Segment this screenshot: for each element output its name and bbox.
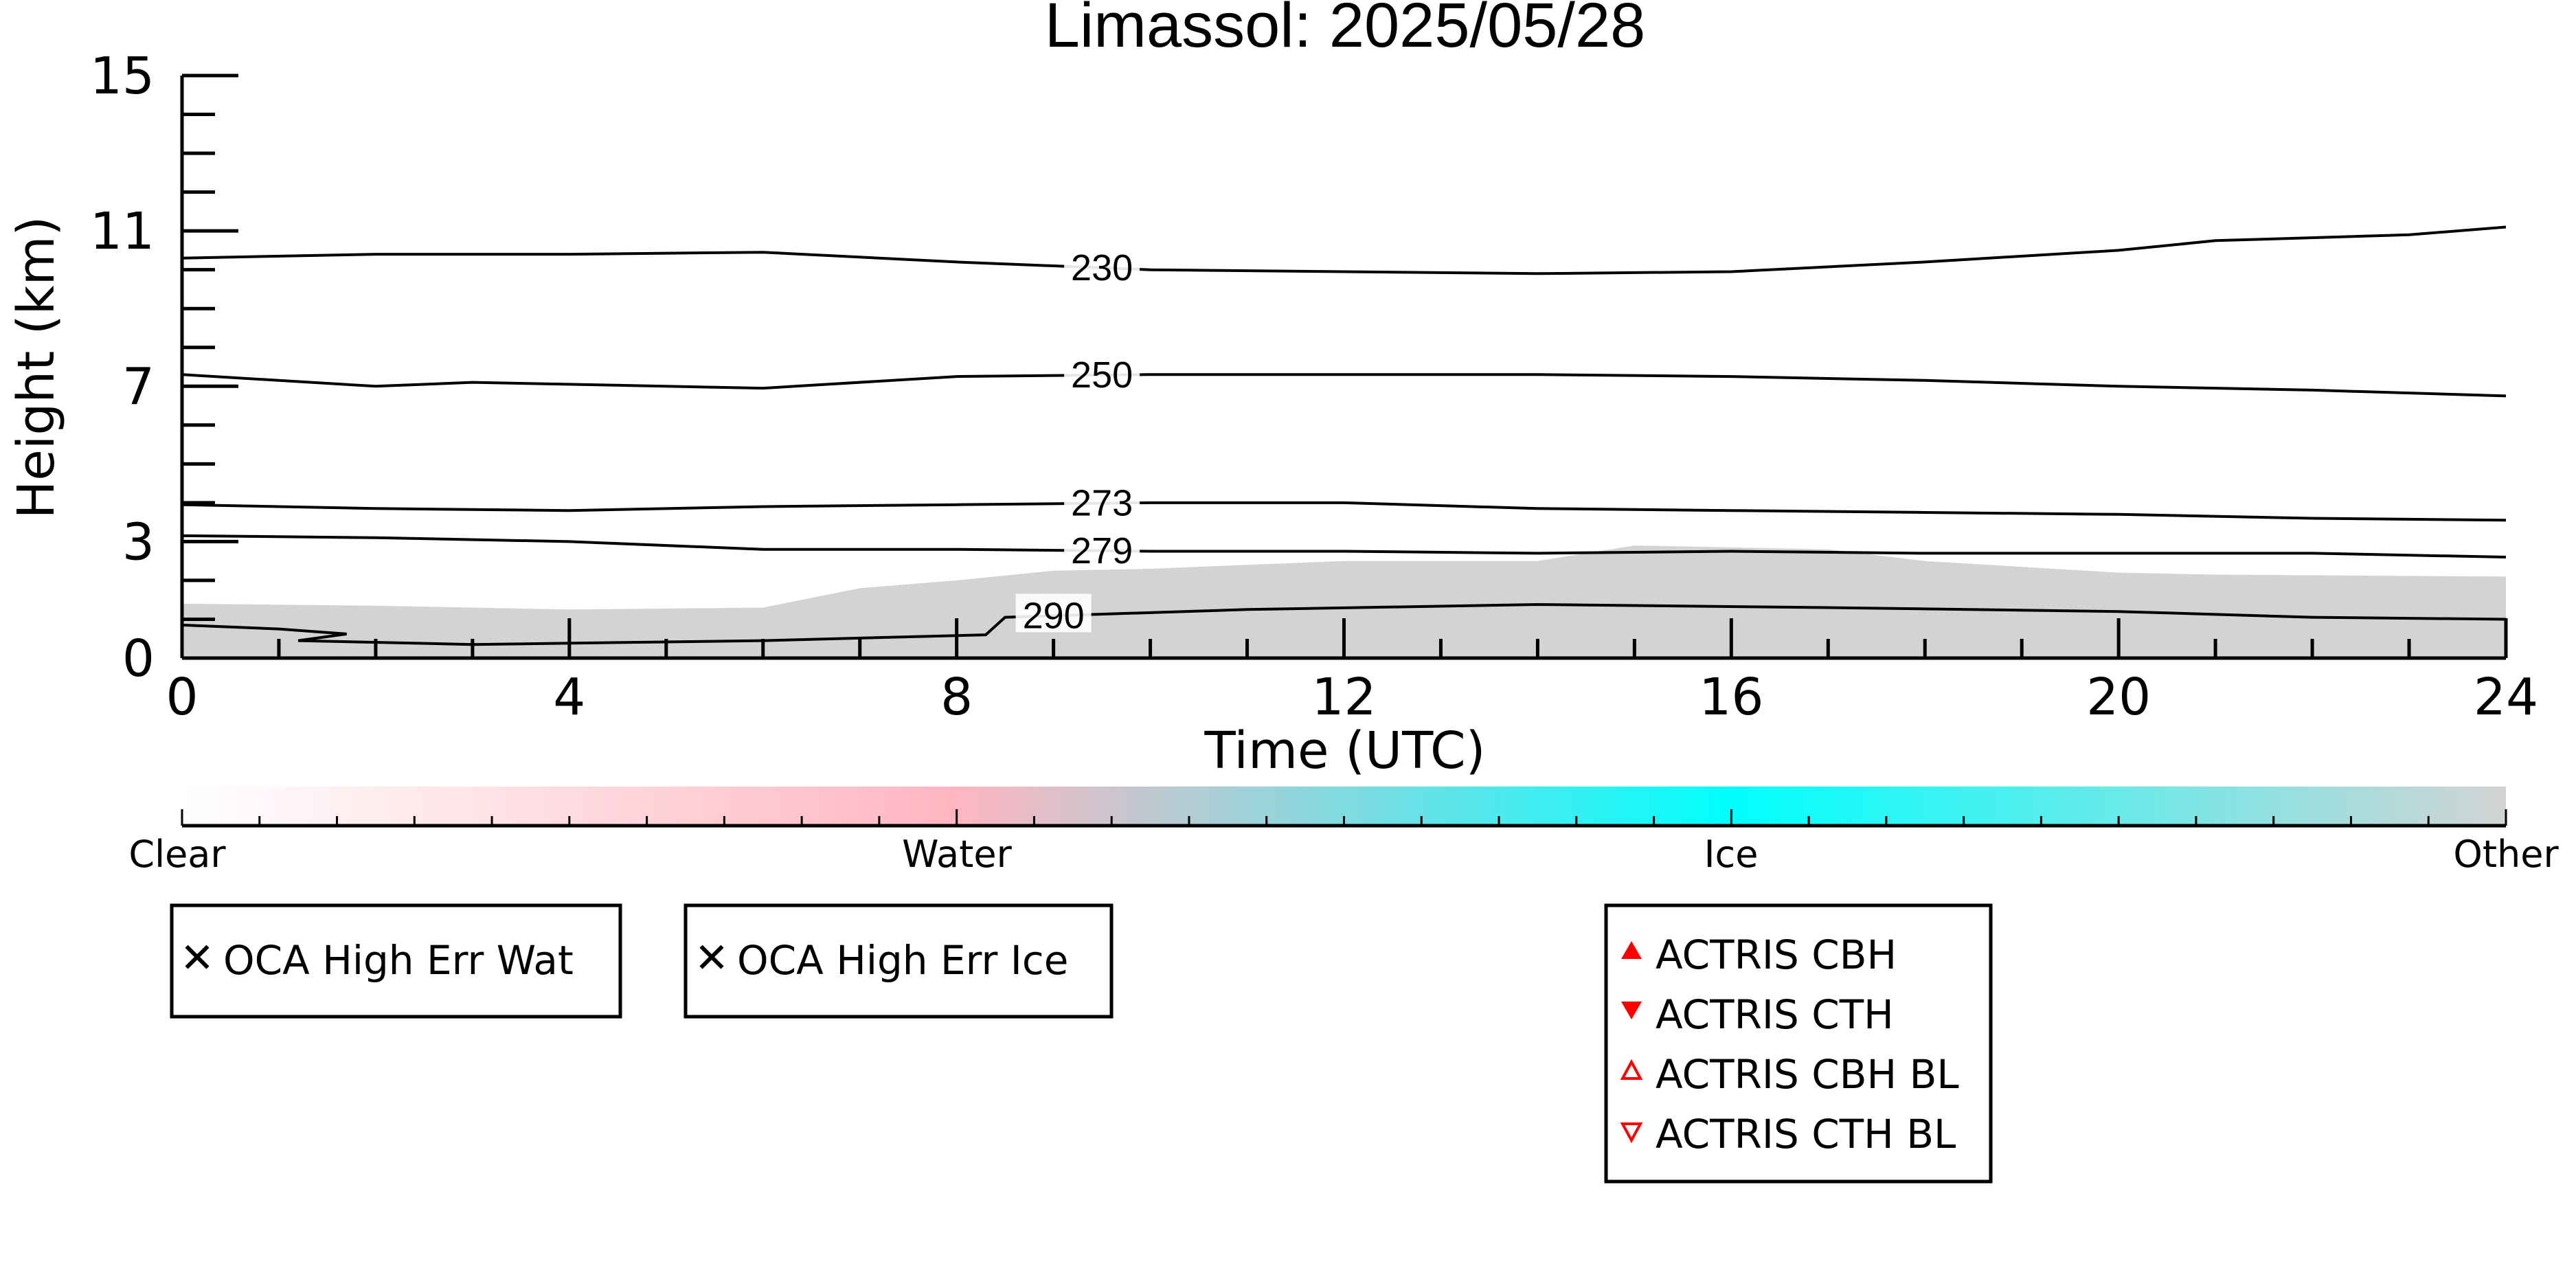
legend-label: ACTRIS CBH BL xyxy=(1656,1051,1959,1098)
contour-label-bg xyxy=(1015,594,1092,633)
contour-label-230: 230 xyxy=(1071,247,1133,289)
triangle-up-filled-icon xyxy=(1621,941,1642,959)
x-tick-label: 12 xyxy=(1311,668,1376,727)
x-axis-label: Time (UTC) xyxy=(1204,721,1485,780)
colorbar-label-ice: Ice xyxy=(1704,833,1759,876)
x-tick-label: 16 xyxy=(1699,668,1763,727)
y-axis-label: Height (km) xyxy=(7,216,66,519)
contour-label-250: 250 xyxy=(1071,354,1133,396)
axes: 0 3 7 11 15 0 4 8 12 16 20 24 xyxy=(90,47,2538,727)
blue-x-icon: ✕ xyxy=(694,934,729,982)
cloud-mask-area xyxy=(182,545,2506,658)
colorbar-label-other: Other xyxy=(2453,833,2559,876)
contour-273 xyxy=(181,501,2507,522)
legend-oca-high-err-water: ✕ OCA High Err Wat xyxy=(170,903,622,1019)
legend-label: ACTRIS CBH xyxy=(1656,931,1897,978)
legend-box xyxy=(170,903,622,1019)
legend-label: ACTRIS CTH xyxy=(1656,991,1894,1038)
legend-label: OCA High Err Ice xyxy=(737,937,1068,984)
legend-label: ACTRIS CTH BL xyxy=(1656,1111,1956,1157)
y-tick-label: 11 xyxy=(90,202,155,261)
y-tick-label: 15 xyxy=(90,47,155,106)
legend-box xyxy=(1604,903,1993,1184)
contour-label-bg xyxy=(1064,528,1140,567)
legend-box xyxy=(683,903,1114,1019)
temperature-contours: 230 250 273 279 290 xyxy=(181,225,2507,646)
contour-230 xyxy=(181,225,2507,275)
legend-label: OCA High Err Wat xyxy=(223,937,574,984)
y-tick-label: 0 xyxy=(122,629,155,688)
x-tick-label: 4 xyxy=(553,668,585,727)
colorbar-ticks xyxy=(181,809,2507,826)
colorbar-label-clear: Clear xyxy=(128,833,226,876)
x-tick-label: 24 xyxy=(2474,668,2538,727)
chart-title: Limassol: 2025/05/28 xyxy=(1045,0,1646,60)
green-x-icon: ✕ xyxy=(180,934,214,982)
y-tick-label: 7 xyxy=(122,357,155,416)
colorbar-label-water: Water xyxy=(902,833,1012,876)
legend-oca-high-err-ice: ✕ OCA High Err Ice xyxy=(683,903,1114,1019)
triangle-down-open-icon xyxy=(1620,1122,1643,1144)
contour-label-290: 290 xyxy=(1023,595,1085,636)
contour-label-bg xyxy=(1064,481,1140,520)
plot-area: 230 250 273 279 290 xyxy=(181,225,2507,658)
triangle-up-open-icon xyxy=(1620,1059,1643,1080)
contour-label-273: 273 xyxy=(1071,483,1133,524)
contour-279 xyxy=(181,534,2507,558)
contour-label-279: 279 xyxy=(1071,530,1133,572)
y-tick-label: 3 xyxy=(122,512,155,572)
x-tick-label: 8 xyxy=(940,668,973,727)
legend-actris: ACTRIS CBH ACTRIS CTH ACTRIS CBH BL ACTR… xyxy=(1604,903,1993,1184)
triangle-down-filled-icon xyxy=(1621,1002,1642,1019)
classification-colorbar: Clear Water Ice Other xyxy=(128,787,2559,876)
y-ticks: 0 3 7 11 15 xyxy=(90,47,238,688)
x-tick-label: 20 xyxy=(2086,668,2151,727)
x-tick-label: 0 xyxy=(166,668,198,727)
contour-290 xyxy=(181,602,2507,646)
contour-label-bg xyxy=(1064,353,1140,392)
contour-label-bg xyxy=(1064,245,1140,284)
contour-250 xyxy=(181,373,2507,398)
x-ticks: 0 4 8 12 16 20 24 xyxy=(166,618,2538,727)
